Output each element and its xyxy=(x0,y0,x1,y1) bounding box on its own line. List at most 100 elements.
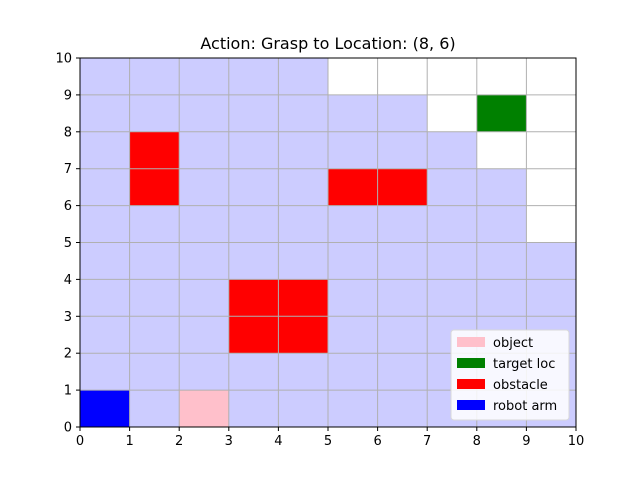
reachable-cell xyxy=(476,242,527,280)
legend-swatch xyxy=(457,358,485,368)
reachable-cell xyxy=(228,94,279,132)
obstacle-cell xyxy=(377,168,428,206)
reachable-cell xyxy=(427,168,477,206)
legend-swatch xyxy=(457,400,485,410)
reachable-cell xyxy=(129,390,180,427)
reachable-cell xyxy=(328,242,378,280)
reachable-cell xyxy=(129,279,180,317)
y-tick-label: 8 xyxy=(64,125,72,140)
reachable-cell xyxy=(377,390,428,427)
reachable-cell xyxy=(228,242,279,280)
x-tick-label: 8 xyxy=(473,434,481,449)
reachable-cell xyxy=(179,168,229,206)
legend-label: object xyxy=(493,336,533,351)
object-cell xyxy=(179,390,229,427)
legend-frame xyxy=(450,329,570,421)
y-tick-label: 2 xyxy=(64,347,72,362)
reachable-cell xyxy=(526,242,576,280)
y-axis: 0 1 2 3 4 5 6 7 8 9 10 xyxy=(55,52,80,436)
reachable-cell xyxy=(179,242,229,280)
reachable-cell xyxy=(377,279,428,317)
x-tick-label: 1 xyxy=(125,434,133,449)
reachable-cell xyxy=(80,168,130,206)
x-tick-label: 6 xyxy=(373,434,381,449)
x-tick-label: 2 xyxy=(175,434,183,449)
reachable-cell xyxy=(129,58,180,95)
reachable-cell xyxy=(328,279,378,317)
reachable-cell xyxy=(80,353,130,391)
reachable-cell xyxy=(427,242,477,280)
reachable-cell xyxy=(328,205,378,243)
legend-label: obstacle xyxy=(493,378,548,393)
target-loc-cell xyxy=(476,94,527,132)
reachable-cell xyxy=(179,353,229,391)
reachable-cell xyxy=(80,94,130,132)
x-tick-label: 0 xyxy=(76,434,84,449)
obstacle-cell xyxy=(328,168,378,206)
x-tick-label: 7 xyxy=(423,434,431,449)
reachable-cell xyxy=(526,279,576,317)
legend: object target loc obstacle robot arm xyxy=(450,329,570,421)
reachable-cell xyxy=(179,316,229,354)
reachable-cell xyxy=(377,353,428,391)
reachable-cell xyxy=(328,131,378,169)
reachable-cell xyxy=(278,94,328,132)
legend-swatch xyxy=(457,337,485,347)
y-tick-label: 3 xyxy=(64,310,72,325)
y-tick-label: 7 xyxy=(64,162,72,177)
obstacle-cell xyxy=(228,316,279,354)
obstacle-cell xyxy=(278,316,328,354)
reachable-cell xyxy=(278,131,328,169)
reachable-cell xyxy=(129,205,180,243)
reachable-cell xyxy=(427,131,477,169)
reachable-cell xyxy=(377,316,428,354)
x-tick-label: 5 xyxy=(324,434,332,449)
reachable-cell xyxy=(80,58,130,95)
y-tick-label: 5 xyxy=(64,236,72,251)
reachable-cell xyxy=(80,205,130,243)
reachable-cell xyxy=(179,58,229,95)
x-tick-label: 10 xyxy=(568,434,585,449)
reachable-cell xyxy=(129,353,180,391)
reachable-cell xyxy=(129,242,180,280)
y-tick-label: 10 xyxy=(55,52,72,67)
reachable-area xyxy=(80,58,576,427)
robot-arm-cell xyxy=(80,390,130,427)
y-tick-label: 4 xyxy=(64,273,72,288)
x-tick-label: 4 xyxy=(274,434,282,449)
reachable-cell xyxy=(278,242,328,280)
obstacle-cell xyxy=(278,279,328,317)
reachable-cell xyxy=(278,168,328,206)
reachable-cell xyxy=(278,353,328,391)
legend-swatch xyxy=(457,379,485,389)
reachable-cell xyxy=(80,279,130,317)
grid-cells xyxy=(80,94,527,427)
reachable-cell xyxy=(228,168,279,206)
reachable-cell xyxy=(377,242,428,280)
reachable-cell xyxy=(377,94,428,132)
reachable-cell xyxy=(427,279,477,317)
reachable-cell xyxy=(129,94,180,132)
reachable-cell xyxy=(228,353,279,391)
reachable-cell xyxy=(228,390,279,427)
reachable-cell xyxy=(278,205,328,243)
reachable-cell xyxy=(179,131,229,169)
reachable-cell xyxy=(80,316,130,354)
reachable-cell xyxy=(278,390,328,427)
reachable-cell xyxy=(80,242,130,280)
reachable-cell xyxy=(228,131,279,169)
reachable-cell xyxy=(228,58,279,95)
reachable-cell xyxy=(476,279,527,317)
reachable-cell xyxy=(179,94,229,132)
reachable-cell xyxy=(328,390,378,427)
y-tick-label: 9 xyxy=(64,88,72,103)
y-tick-label: 0 xyxy=(64,421,72,436)
reachable-cell xyxy=(328,353,378,391)
x-axis: 0 1 2 3 4 5 6 7 8 9 10 xyxy=(76,427,584,449)
reachable-cell xyxy=(476,205,527,243)
legend-label: robot arm xyxy=(493,399,557,414)
reachable-cell xyxy=(328,316,378,354)
y-tick-label: 1 xyxy=(64,384,72,399)
x-tick-label: 9 xyxy=(522,434,530,449)
